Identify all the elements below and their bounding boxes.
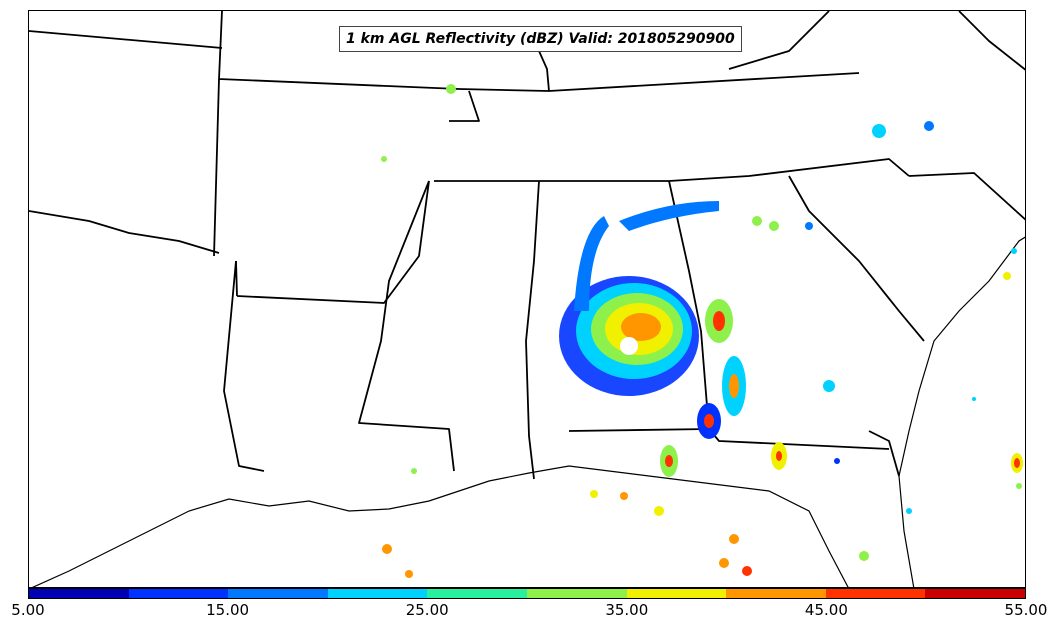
gulf-coast-line	[31, 465, 849, 587]
echo-cell	[1016, 483, 1022, 489]
state-line	[358, 180, 455, 472]
echo-cell	[590, 490, 598, 498]
echo-cell	[972, 397, 976, 401]
colorbar-tick-label: 35.00	[605, 601, 649, 619]
colorbar-swatch	[726, 589, 826, 598]
colorbar-swatch	[825, 589, 926, 598]
reflectivity-map: 1 km AGL Reflectivity (dBZ) Valid: 20180…	[28, 10, 1026, 588]
echo-cell	[834, 458, 840, 464]
echo-cell	[872, 124, 886, 138]
echo-cell	[381, 156, 387, 162]
state-boundaries	[29, 11, 1025, 480]
echo-cell	[382, 544, 392, 554]
colorbar-tick-labels: 5.00 15.00 25.00 35.00 45.00 55.00	[0, 601, 1060, 625]
echo-cell	[805, 222, 813, 230]
feeder-band	[619, 201, 719, 231]
map-canvas	[29, 11, 1025, 587]
colorbar-swatch	[626, 589, 727, 598]
echo-cell	[742, 566, 752, 576]
feeder-band	[574, 216, 609, 311]
atlantic-coast-line	[898, 236, 1025, 477]
state-line	[236, 180, 430, 304]
colorbar-swatch	[427, 589, 527, 598]
colorbar-swatch	[228, 589, 328, 598]
echo-cell	[1003, 272, 1011, 280]
echo-cell	[620, 492, 628, 500]
colorbar-tick-label: 55.00	[1004, 601, 1048, 619]
colorbar-tick-label: 15.00	[206, 601, 250, 619]
echo-cell-core	[665, 455, 673, 467]
state-line	[868, 430, 900, 477]
echo-cell-core	[704, 414, 714, 428]
colorbar-swatch	[526, 589, 627, 598]
radar-echoes	[381, 84, 1023, 578]
echo-cell	[906, 508, 912, 514]
echo-cell	[769, 221, 779, 231]
echo-cell	[859, 551, 869, 561]
echo-cell-core	[1014, 458, 1020, 468]
echo-cell	[752, 216, 762, 226]
colorbar-swatch	[925, 589, 1025, 598]
state-line	[458, 72, 860, 92]
map-title: 1 km AGL Reflectivity (dBZ) Valid: 20180…	[339, 26, 742, 52]
state-line	[728, 11, 830, 70]
echo-cell-core	[729, 374, 739, 398]
colorbar-tick-label: 5.00	[11, 601, 45, 619]
state-line	[223, 260, 265, 472]
state-line	[568, 428, 890, 450]
echo-cell	[729, 534, 739, 544]
echo-cell	[405, 570, 413, 578]
florida-coast-line	[898, 475, 915, 587]
colorbar-swatch	[128, 589, 229, 598]
state-line	[958, 11, 1025, 71]
echo-cell	[823, 380, 835, 392]
state-line	[538, 50, 550, 92]
coastline	[31, 236, 1025, 587]
echo-cell	[446, 84, 456, 94]
reflectivity-colorbar	[28, 588, 1026, 599]
echo-cell	[924, 121, 934, 131]
echo-cell-core	[713, 311, 725, 331]
state-line	[449, 90, 480, 122]
state-line	[525, 180, 540, 480]
state-line	[788, 175, 925, 342]
echo-cell-core	[776, 451, 782, 461]
echo-cell	[654, 506, 664, 516]
colorbar-tick-label: 45.00	[804, 601, 848, 619]
state-line	[213, 78, 220, 257]
colorbar-tick-label: 25.00	[405, 601, 449, 619]
colorbar-swatch	[327, 589, 428, 598]
state-line	[668, 180, 710, 432]
state-line	[29, 30, 223, 49]
echo-cell	[719, 558, 729, 568]
state-line	[29, 210, 220, 254]
state-line	[434, 158, 910, 182]
echo-cell	[1011, 248, 1017, 254]
storm-core-orange	[621, 313, 661, 341]
colorbar-swatch	[29, 589, 129, 598]
storm-eye	[620, 337, 638, 355]
echo-cell	[411, 468, 417, 474]
state-line	[908, 172, 1025, 221]
